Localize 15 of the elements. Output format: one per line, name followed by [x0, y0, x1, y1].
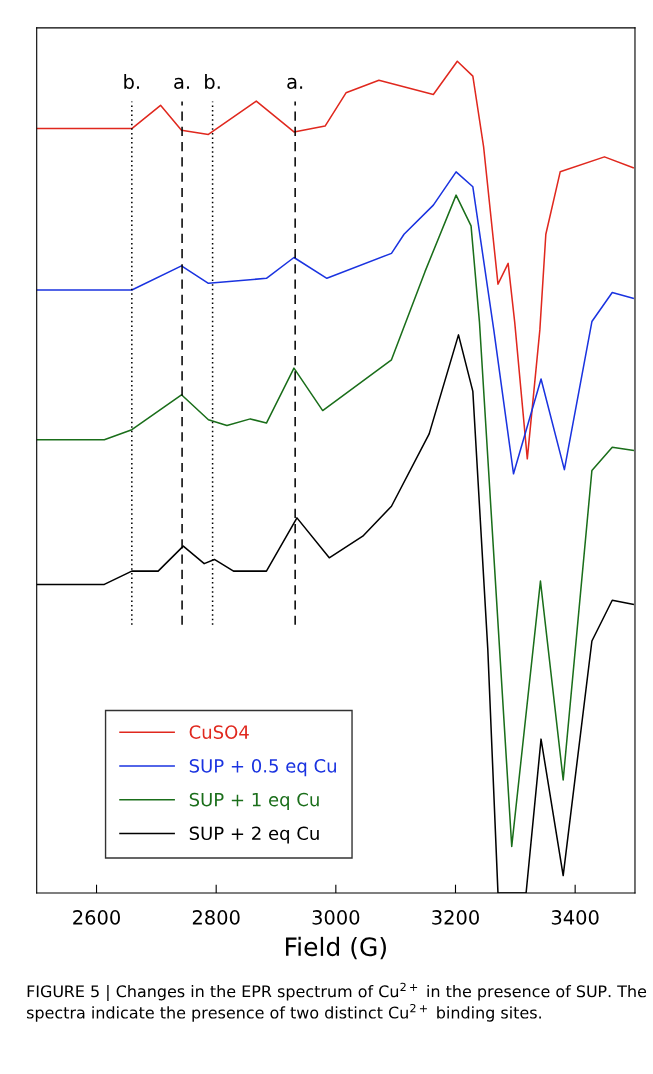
x-tick-label: 2600: [73, 910, 120, 925]
x-tick-label: 3000: [312, 910, 360, 925]
ref-line-label: a.: [287, 77, 303, 90]
text: FIGURE 5 | Changes in the EPR spectrum of Cu$^{2+}$ in the presence of SUP. The spectra indicate the presence of two distinct Cu$^{2+}$ binding sites.: [26, 982, 647, 1022]
ref-line-label: b.: [205, 73, 220, 90]
legend-label: SUP + 1 eq Cu: [189, 792, 319, 810]
legend-label: SUP + 0.5 eq Cu: [189, 759, 336, 777]
x-tick-label: 2800: [192, 910, 240, 925]
ref-line-label: b.: [124, 73, 139, 90]
x-tick-label: 3200: [432, 910, 479, 925]
legend-label: CuSO4: [189, 725, 249, 739]
x-tick-label: 3400: [551, 910, 599, 925]
ref-line-label: a.: [174, 77, 190, 90]
legend-label: SUP + 2 eq Cu: [189, 826, 319, 844]
x-axis-title: Field (G): [286, 936, 386, 960]
